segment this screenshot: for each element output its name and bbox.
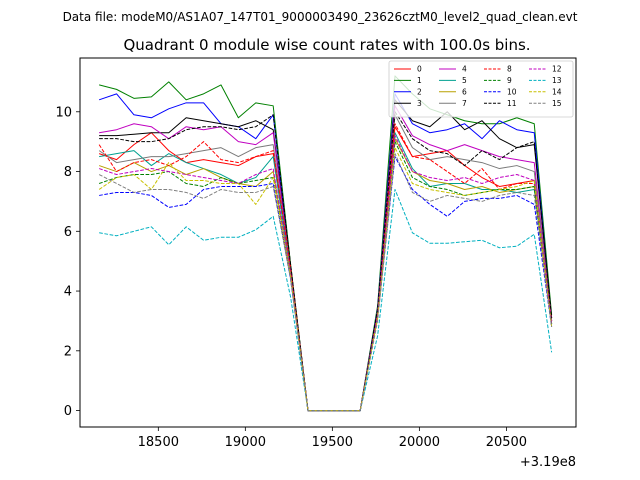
y-tick-label: 4	[64, 285, 72, 300]
legend-label-9: 9	[507, 76, 512, 85]
x-tick-label: 18500	[138, 435, 179, 450]
y-tick-label: 0	[64, 404, 72, 419]
legend-label-12: 12	[552, 65, 562, 74]
legend-label-2: 2	[417, 87, 422, 96]
x-tick-label: 20000	[399, 435, 440, 450]
y-tick-label: 8	[64, 165, 72, 180]
legend-label-6: 6	[462, 87, 467, 96]
y-tick-label: 10	[55, 105, 72, 120]
plot-frame	[79, 57, 577, 428]
legend-box	[388, 60, 574, 118]
legend-label-14: 14	[552, 87, 562, 96]
series-layer	[98, 75, 553, 412]
legend-label-3: 3	[417, 99, 422, 108]
legend-label-7: 7	[462, 99, 467, 108]
legend-label-11: 11	[507, 99, 517, 108]
y-tick-label: 6	[64, 225, 72, 240]
series-line-15	[98, 153, 553, 412]
legend-label-4: 4	[462, 65, 467, 74]
legend-label-10: 10	[507, 87, 517, 96]
chart-title: Quadrant 0 module wise count rates with …	[123, 36, 530, 54]
figure-suptitle: Data file: modeM0/AS1A07_147T01_90000034…	[63, 10, 578, 24]
y-axis: 0 2 4 6 8 10	[55, 105, 80, 419]
x-tick-label: 19000	[225, 435, 266, 450]
x-axis-offset-label: +3.19e8	[520, 455, 576, 470]
plot-background	[80, 58, 576, 427]
x-tick-label: 20500	[486, 435, 527, 450]
x-axis: 18500 19000 19500 20000 20500	[138, 427, 527, 450]
x-tick-label: 19500	[312, 435, 353, 450]
legend-label-8: 8	[507, 65, 512, 74]
legend-label-0: 0	[417, 65, 422, 74]
y-tick-label: 2	[64, 344, 72, 359]
legend-label-1: 1	[417, 76, 422, 85]
legend-label-5: 5	[462, 76, 467, 85]
plot-area	[79, 57, 577, 428]
legend-label-15: 15	[552, 99, 562, 108]
legend-label-13: 13	[552, 76, 562, 85]
